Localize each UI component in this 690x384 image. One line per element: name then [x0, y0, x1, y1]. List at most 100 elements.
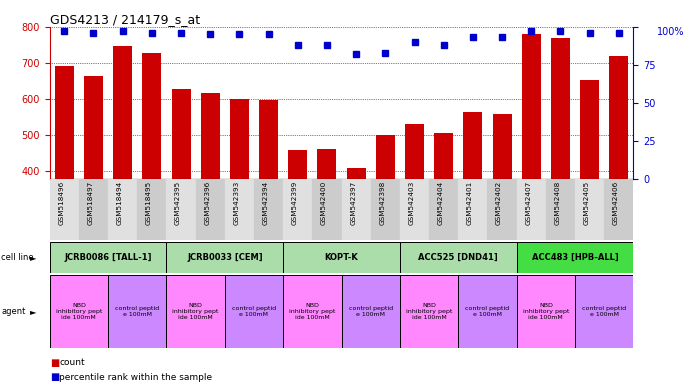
Bar [230, 99, 249, 179]
Text: 100%: 100% [657, 27, 684, 37]
Text: GSM542407: GSM542407 [525, 180, 531, 225]
Bar [580, 80, 599, 179]
Bar [283, 275, 342, 348]
Text: GSM542399: GSM542399 [292, 180, 298, 225]
Text: GDS4213 / 214179_s_at: GDS4213 / 214179_s_at [50, 13, 200, 26]
Bar [517, 179, 546, 240]
Bar [458, 275, 517, 348]
Text: count: count [59, 358, 85, 367]
Bar [400, 275, 458, 348]
Text: NBD
inhibitory pept
ide 100mM: NBD inhibitory pept ide 100mM [56, 303, 102, 320]
Bar [84, 76, 103, 179]
Text: GSM518497: GSM518497 [88, 180, 93, 225]
Text: JCRB0086 [TALL-1]: JCRB0086 [TALL-1] [64, 253, 152, 262]
Text: control peptid
e 100mM: control peptid e 100mM [348, 306, 393, 317]
Bar [604, 179, 633, 240]
Text: ACC525 [DND41]: ACC525 [DND41] [418, 253, 498, 262]
Text: GSM542403: GSM542403 [408, 180, 415, 225]
Text: control peptid
e 100mM: control peptid e 100mM [232, 306, 276, 317]
Text: NBD
inhibitory pept
ide 100mM: NBD inhibitory pept ide 100mM [172, 303, 219, 320]
Text: GSM542406: GSM542406 [613, 180, 619, 225]
Bar [517, 275, 575, 348]
Text: NBD
inhibitory pept
ide 100mM: NBD inhibitory pept ide 100mM [289, 303, 335, 320]
Bar [342, 275, 400, 348]
Text: agent: agent [1, 307, 26, 316]
Bar [400, 242, 517, 273]
Bar [113, 46, 132, 179]
Bar [55, 66, 74, 179]
Bar [225, 179, 254, 240]
Bar [429, 179, 458, 240]
Text: GSM542401: GSM542401 [467, 180, 473, 225]
Bar [108, 179, 137, 240]
Bar [488, 179, 517, 240]
Bar [458, 179, 488, 240]
Text: control peptid
e 100mM: control peptid e 100mM [466, 306, 509, 317]
Bar [108, 275, 166, 348]
Text: ■: ■ [50, 372, 59, 382]
Bar [400, 179, 429, 240]
Bar [283, 179, 313, 240]
Bar [288, 150, 307, 179]
Bar [166, 179, 196, 240]
Bar [172, 89, 190, 179]
Bar [142, 53, 161, 179]
Bar [50, 242, 166, 273]
Text: GSM542396: GSM542396 [204, 180, 210, 225]
Text: JCRB0033 [CEM]: JCRB0033 [CEM] [187, 253, 263, 262]
Text: GSM542404: GSM542404 [437, 180, 444, 225]
Bar [575, 179, 604, 240]
Bar [283, 242, 400, 273]
Text: ►: ► [30, 307, 37, 316]
Text: GSM542402: GSM542402 [496, 180, 502, 225]
Bar [50, 275, 108, 348]
Bar [405, 124, 424, 179]
Bar [575, 275, 633, 348]
Bar [166, 275, 225, 348]
Text: control peptid
e 100mM: control peptid e 100mM [115, 306, 159, 317]
Text: NBD
inhibitory pept
ide 100mM: NBD inhibitory pept ide 100mM [406, 303, 453, 320]
Text: GSM518494: GSM518494 [117, 180, 123, 225]
Bar [317, 149, 337, 179]
Text: cell line: cell line [1, 253, 34, 262]
Text: GSM542395: GSM542395 [175, 180, 181, 225]
Bar [609, 56, 629, 179]
Text: GSM542398: GSM542398 [380, 180, 385, 225]
Text: ACC483 [HPB-ALL]: ACC483 [HPB-ALL] [532, 253, 618, 262]
Bar [342, 179, 371, 240]
Text: control peptid
e 100mM: control peptid e 100mM [582, 306, 627, 317]
Text: KOPT-K: KOPT-K [325, 253, 358, 262]
Bar [434, 133, 453, 179]
Text: ■: ■ [50, 358, 59, 368]
Bar [551, 38, 570, 179]
Bar [546, 179, 575, 240]
Bar [522, 35, 541, 179]
Bar [225, 275, 283, 348]
Text: GSM518496: GSM518496 [58, 180, 64, 225]
Bar [346, 169, 366, 179]
Bar [464, 112, 482, 179]
Bar [517, 242, 633, 273]
Text: GSM542408: GSM542408 [555, 180, 560, 225]
Bar [166, 242, 283, 273]
Bar [201, 93, 219, 179]
Bar [259, 100, 278, 179]
Text: GSM542400: GSM542400 [321, 180, 327, 225]
Text: percentile rank within the sample: percentile rank within the sample [59, 372, 213, 382]
Text: GSM542394: GSM542394 [263, 180, 268, 225]
Bar [254, 179, 283, 240]
Text: GSM518495: GSM518495 [146, 180, 152, 225]
Text: NBD
inhibitory pept
ide 100mM: NBD inhibitory pept ide 100mM [522, 303, 569, 320]
Text: ►: ► [30, 253, 37, 262]
Text: GSM542397: GSM542397 [350, 180, 356, 225]
Bar [50, 179, 79, 240]
Bar [493, 114, 511, 179]
Bar [137, 179, 166, 240]
Bar [196, 179, 225, 240]
Bar [313, 179, 342, 240]
Text: GSM542393: GSM542393 [233, 180, 239, 225]
Bar [376, 134, 395, 179]
Bar [79, 179, 108, 240]
Bar [371, 179, 400, 240]
Text: GSM542405: GSM542405 [584, 180, 590, 225]
